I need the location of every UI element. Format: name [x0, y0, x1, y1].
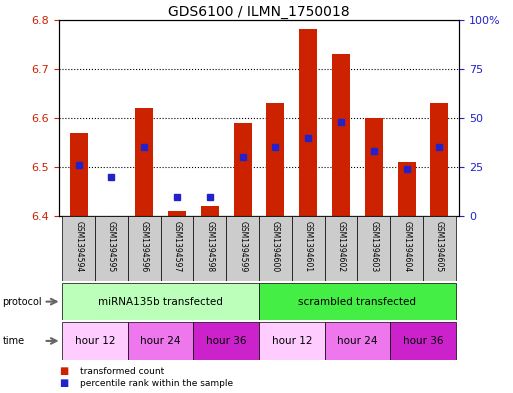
Bar — [299, 29, 317, 216]
Bar — [325, 216, 358, 281]
Bar — [70, 133, 88, 216]
Bar — [62, 216, 95, 281]
Text: GSM1394601: GSM1394601 — [304, 221, 313, 272]
Text: ■: ■ — [59, 366, 68, 376]
Bar — [390, 322, 456, 360]
Text: GSM1394599: GSM1394599 — [238, 221, 247, 273]
Text: GSM1394596: GSM1394596 — [140, 221, 149, 273]
Text: hour 12: hour 12 — [75, 336, 115, 346]
Text: hour 24: hour 24 — [141, 336, 181, 346]
Text: percentile rank within the sample: percentile rank within the sample — [80, 379, 232, 387]
Bar — [398, 162, 416, 216]
Text: transformed count: transformed count — [80, 367, 164, 376]
Bar — [95, 216, 128, 281]
Text: GSM1394604: GSM1394604 — [402, 221, 411, 273]
Text: hour 24: hour 24 — [337, 336, 378, 346]
Text: ■: ■ — [59, 378, 68, 388]
Title: GDS6100 / ILMN_1750018: GDS6100 / ILMN_1750018 — [168, 5, 350, 18]
Bar — [128, 216, 161, 281]
Bar — [266, 103, 285, 216]
Bar — [292, 216, 325, 281]
Text: GSM1394595: GSM1394595 — [107, 221, 116, 273]
Bar — [325, 322, 390, 360]
Bar — [358, 216, 390, 281]
Text: GSM1394602: GSM1394602 — [337, 221, 346, 272]
Bar — [226, 216, 259, 281]
Text: miRNA135b transfected: miRNA135b transfected — [98, 297, 223, 307]
Bar — [193, 322, 259, 360]
Bar — [332, 54, 350, 216]
Bar — [430, 103, 448, 216]
Bar — [390, 216, 423, 281]
Bar — [62, 283, 259, 320]
Text: GSM1394594: GSM1394594 — [74, 221, 83, 273]
Text: protocol: protocol — [3, 297, 42, 307]
Bar — [135, 108, 153, 216]
Bar — [193, 216, 226, 281]
Bar — [201, 206, 219, 216]
Text: GSM1394603: GSM1394603 — [369, 221, 379, 273]
Bar — [168, 211, 186, 216]
Bar — [161, 216, 193, 281]
Bar — [259, 216, 292, 281]
Text: hour 12: hour 12 — [271, 336, 312, 346]
Text: time: time — [3, 336, 25, 346]
Bar — [259, 283, 456, 320]
Text: GSM1394597: GSM1394597 — [172, 221, 182, 273]
Text: scrambled transfected: scrambled transfected — [299, 297, 417, 307]
Bar — [365, 118, 383, 216]
Text: hour 36: hour 36 — [206, 336, 247, 346]
Bar — [233, 123, 252, 216]
Bar — [128, 322, 193, 360]
Bar — [62, 322, 128, 360]
Text: GSM1394605: GSM1394605 — [435, 221, 444, 273]
Bar — [259, 322, 325, 360]
Bar — [423, 216, 456, 281]
Text: GSM1394600: GSM1394600 — [271, 221, 280, 273]
Text: GSM1394598: GSM1394598 — [205, 221, 214, 272]
Text: hour 36: hour 36 — [403, 336, 443, 346]
